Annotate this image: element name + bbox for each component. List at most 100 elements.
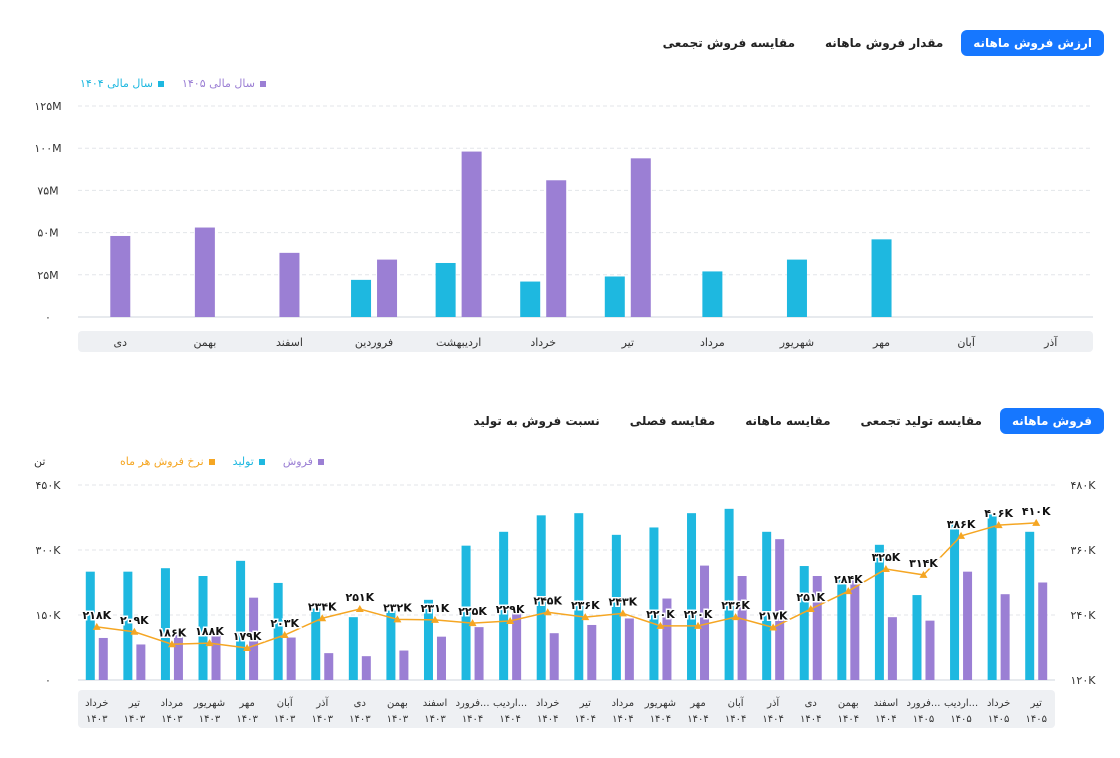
x-axis-band	[78, 331, 1093, 352]
legend-label-sales: فروش	[282, 455, 313, 468]
rate-marker	[919, 570, 928, 578]
rate-data-label: ۳۱۴K	[909, 557, 938, 570]
bar-sales	[887, 617, 897, 680]
legend-item-sales[interactable]: فروش	[283, 455, 324, 468]
tab-monthly-comparison[interactable]: مقایسه ماهانه	[745, 414, 831, 428]
rate-data-label: ۲۱۸K	[82, 609, 111, 622]
y-tick-label: ۱۰۰M	[34, 142, 61, 155]
rate-data-label: ۲۲۵K	[458, 605, 487, 618]
bar-1405	[110, 235, 131, 317]
y-left-tick-label: ۱۵۰K	[36, 609, 62, 622]
bar-production	[687, 513, 697, 680]
x-tick-label-year: ۱۴۰۵	[1025, 714, 1046, 725]
bar-sales	[737, 576, 747, 680]
tab-sales-production-ratio[interactable]: نسبت فروش به تولید	[473, 414, 600, 428]
bar-production	[423, 599, 433, 680]
rate-marker	[994, 521, 1003, 529]
legend-item-production[interactable]: تولید	[233, 455, 265, 468]
bar-sales	[587, 624, 597, 680]
bottom-chart-legend: فروش تولید نرخ فروش هر ماه	[120, 455, 324, 468]
x-tick-label: مهر	[872, 336, 890, 349]
rate-data-label: ۲۳۲K	[383, 601, 412, 614]
x-tick-label-year: ۱۴۰۵	[988, 714, 1009, 725]
tab-seasonal-comparison[interactable]: مقایسه فصلی	[629, 414, 716, 428]
legend-item-1404[interactable]: سال مالی ۱۴۰۴	[80, 77, 164, 90]
bar-production	[85, 571, 95, 680]
y-tick-label: ۲۵M	[37, 269, 58, 282]
x-tick-label-month: مرداد	[161, 698, 184, 709]
bar-production	[987, 514, 997, 680]
rate-data-label: ۲۲۰K	[684, 608, 713, 621]
bar-sales	[549, 633, 559, 680]
x-tick-label: دی	[114, 336, 128, 349]
rate-data-label: ۲۳۱K	[421, 602, 450, 615]
bar-1405	[194, 227, 215, 317]
x-tick-label-month: خرداد	[536, 698, 559, 709]
bar-sales	[399, 650, 409, 680]
bar-production	[499, 531, 509, 680]
tab-cumulative-production[interactable]: مقایسه تولید تجمعی	[860, 414, 982, 428]
bar-sales	[211, 632, 221, 680]
legend-item-1405[interactable]: سال مالی ۱۴۰۵	[182, 77, 266, 90]
bar-1405	[630, 158, 651, 317]
x-tick-label: آذر	[1043, 335, 1058, 349]
x-tick-label-month: اردیب...	[944, 698, 978, 709]
rate-marker	[806, 605, 815, 613]
x-tick-label: آبان	[957, 335, 975, 349]
bar-production	[1025, 531, 1035, 680]
legend-item-rate[interactable]: نرخ فروش هر ماه	[120, 455, 215, 468]
rate-data-label: ۲۴۵K	[533, 594, 562, 607]
x-tick-label-year: ۱۴۰۴	[800, 714, 821, 725]
bar-sales	[249, 597, 259, 680]
bar-1404	[351, 279, 372, 317]
rate-data-label: ۲۰۹K	[120, 614, 149, 627]
rate-data-label: ۲۵۱K	[345, 591, 374, 604]
rate-data-label: ۱۷۹K	[233, 630, 262, 643]
legend-swatch-purple	[259, 80, 266, 87]
rate-marker	[1032, 518, 1041, 526]
x-tick-label-year: ۱۴۰۴	[725, 714, 746, 725]
x-tick-label-month: تیر	[579, 698, 592, 709]
rate-data-label: ۲۳۶K	[571, 599, 600, 612]
x-tick-label-year: ۱۴۰۳	[236, 714, 258, 725]
rate-marker	[618, 609, 627, 617]
rate-data-label: ۲۳۶K	[721, 599, 750, 612]
rate-line	[96, 522, 1037, 649]
y-left-tick-label: ۰	[45, 674, 51, 687]
x-tick-label-year: ۱۴۰۴	[838, 714, 859, 725]
x-tick-label: تیر	[621, 336, 634, 349]
legend-label-rate: نرخ فروش هر ماه	[120, 455, 204, 468]
x-tick-label: مرداد	[700, 336, 725, 349]
tab-sales-value[interactable]: ارزش فروش ماهانه	[961, 30, 1104, 56]
y-right-tick-label: ۴۸۰K	[1071, 479, 1097, 492]
rate-data-label: ۲۳۴K	[308, 600, 337, 613]
x-tick-label-month: فرورد...	[906, 698, 940, 709]
y-right-tick-label: ۳۶۰K	[1071, 544, 1097, 557]
bottom-tab-bar: فروش ماهانه مقایسه تولید تجمعی مقایسه ما…	[461, 408, 1104, 434]
bar-production	[160, 568, 170, 680]
x-tick-label-month: شهریور	[644, 698, 676, 709]
rate-marker	[318, 614, 327, 622]
rate-marker	[280, 631, 289, 639]
top-chart-legend: سال مالی ۱۴۰۵ سال مالی ۱۴۰۴	[80, 77, 266, 90]
tab-cumulative-sales[interactable]: مقایسه فروش تجمعی	[662, 36, 795, 50]
bar-sales	[173, 633, 183, 680]
x-tick-label-year: ۱۴۰۴	[687, 714, 708, 725]
rate-data-label: ۳۸۶K	[947, 518, 976, 531]
tab-monthly-sales[interactable]: فروش ماهانه	[999, 408, 1104, 434]
bar-sales	[963, 571, 973, 680]
bar-production	[198, 576, 208, 680]
rate-marker	[468, 619, 477, 627]
bar-production	[762, 531, 772, 680]
x-tick-label-month: اردیب...	[493, 698, 527, 709]
bar-sales	[1000, 594, 1010, 680]
x-tick-label-month: اسفند	[874, 698, 898, 709]
tab-sales-quantity[interactable]: مقدار فروش ماهانه	[825, 36, 944, 50]
rate-marker	[656, 621, 665, 629]
x-tick-label-month: دی	[805, 698, 817, 709]
rate-marker	[355, 605, 364, 613]
rate-marker	[506, 616, 515, 624]
x-tick-label-month: مهر	[238, 698, 254, 709]
bar-sales	[624, 618, 634, 680]
